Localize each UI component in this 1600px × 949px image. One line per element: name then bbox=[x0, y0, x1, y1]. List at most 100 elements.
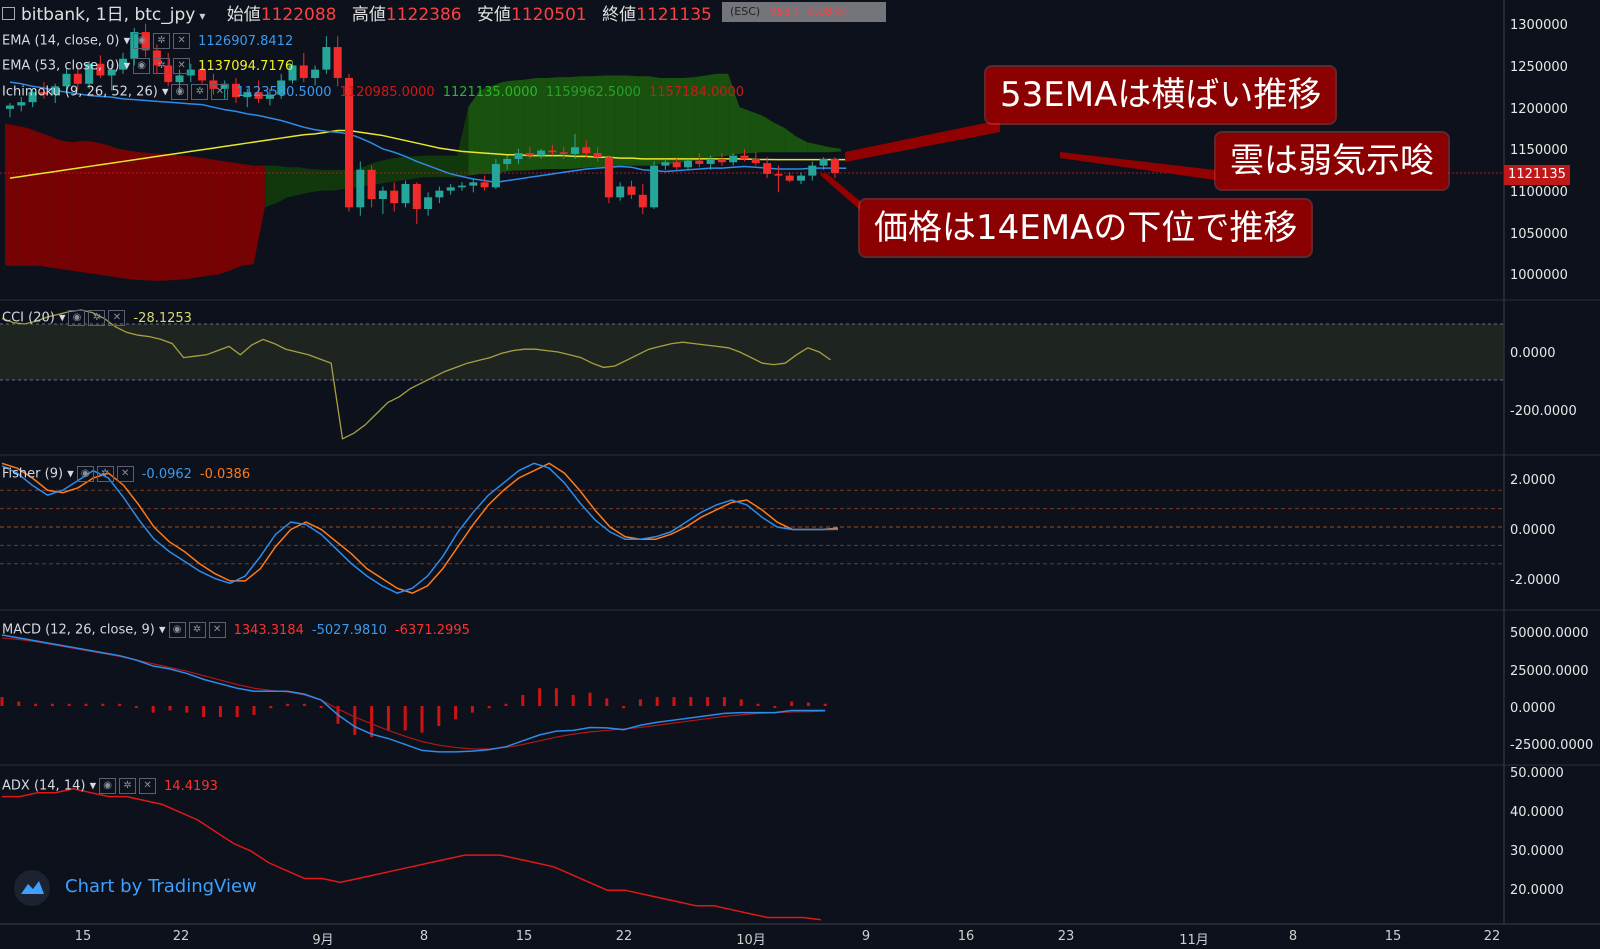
macd-histogram-bar bbox=[353, 706, 357, 735]
gear-icon[interactable]: ✲ bbox=[119, 778, 137, 794]
symbol-label[interactable]: bitbank, 1日, btc_jpy bbox=[21, 5, 196, 25]
gear-icon[interactable]: ✲ bbox=[188, 622, 206, 638]
candle-body bbox=[62, 73, 71, 87]
ichimoku-cloud-segment bbox=[603, 75, 616, 168]
close-icon[interactable]: ✕ bbox=[211, 84, 229, 100]
ichimoku-cloud-segment bbox=[818, 144, 830, 153]
ichimoku-cloud-segment bbox=[762, 115, 774, 153]
candle-body bbox=[446, 187, 455, 191]
chevron-down-icon[interactable]: ▾ bbox=[67, 466, 74, 482]
ichimoku-cloud-segment bbox=[513, 79, 525, 171]
eye-icon[interactable]: ◉ bbox=[76, 466, 94, 482]
candle-body bbox=[424, 197, 433, 210]
macd-histogram-bar bbox=[571, 694, 575, 706]
close-icon[interactable]: ✕ bbox=[108, 310, 126, 326]
date-axis-label: 23 bbox=[1057, 929, 1075, 944]
close-icon[interactable]: ✕ bbox=[173, 58, 191, 74]
ichimoku-cloud-segment bbox=[27, 128, 39, 266]
annotation-53ema[interactable]: 53EMAは横ばい推移 bbox=[986, 67, 1336, 123]
macd-histogram-bar bbox=[605, 698, 609, 706]
ichimoku-cloud-segment bbox=[106, 144, 118, 278]
chevron-down-icon[interactable]: ▾ bbox=[161, 84, 169, 100]
fisher-axis-label: -2.0000 bbox=[1510, 573, 1561, 588]
ichimoku-cloud-segment bbox=[332, 169, 344, 191]
macd-label: MACD (12, 26, close, 9) bbox=[2, 622, 155, 638]
candle-body bbox=[582, 147, 591, 154]
adx-axis-label: 50.0000 bbox=[1510, 766, 1564, 781]
chevron-down-icon[interactable]: ▾ bbox=[199, 9, 206, 23]
ichimoku-cloud-segment bbox=[750, 111, 763, 154]
close-icon[interactable]: ✕ bbox=[139, 778, 157, 794]
symbol-header[interactable]: bitbank, 1日, btc_jpy ▾ 始値1122088 高値112238… bbox=[2, 6, 712, 25]
candle-body bbox=[311, 69, 320, 78]
date-axis-label: 15 bbox=[74, 929, 92, 944]
cci-axis-label: -200.0000 bbox=[1510, 404, 1577, 419]
ema53-label: EMA (53, close, 0) bbox=[2, 58, 120, 74]
chevron-down-icon[interactable]: ▾ bbox=[159, 622, 166, 638]
esc-hint[interactable]: (ESC) 953 (−0.08%) bbox=[722, 2, 886, 22]
ichimoku-cloud-segment bbox=[264, 165, 277, 208]
ichimoku-cloud-segment bbox=[16, 125, 28, 266]
macd-histogram-bar bbox=[739, 699, 743, 706]
date-axis-label: 16 bbox=[957, 929, 975, 944]
eye-icon[interactable]: ◉ bbox=[68, 310, 86, 326]
price-axis-label: 1300000 bbox=[1510, 18, 1568, 33]
tradingview-logo-icon[interactable] bbox=[14, 870, 50, 906]
annotation-pointer bbox=[1060, 152, 1215, 180]
branding-text[interactable]: Chart by TradingView bbox=[65, 876, 257, 897]
eye-icon[interactable]: ◉ bbox=[168, 622, 186, 638]
candle-body bbox=[469, 182, 478, 186]
annotation-cloud[interactable]: 雲は弱気示唆 bbox=[1216, 133, 1448, 189]
legend-fisher[interactable]: Fisher (9) ▾ ◉ ✲ ✕ -0.0962 -0.0386 bbox=[2, 466, 250, 483]
macd-histogram-value: 1343.3184 bbox=[233, 622, 304, 638]
legend-ichimoku[interactable]: Ichimoku (9, 26, 52, 26) ▾ ◉ ✲ ✕ 1123580.500… bbox=[2, 84, 744, 101]
chevron-down-icon[interactable]: ▾ bbox=[89, 778, 97, 794]
cci-value: -28.1253 bbox=[133, 310, 192, 326]
gear-icon[interactable]: ✲ bbox=[153, 58, 171, 74]
close-icon[interactable]: ✕ bbox=[173, 33, 191, 49]
legend-macd[interactable]: MACD (12, 26, close, 9) ▾ ◉ ✲ ✕ 1343.3184 -50… bbox=[2, 622, 470, 639]
eye-icon[interactable]: ◉ bbox=[171, 84, 189, 100]
ichimoku-cloud-segment bbox=[671, 77, 683, 164]
date-axis-label: 22 bbox=[172, 929, 190, 944]
ichimoku-cloud-segment bbox=[118, 148, 130, 280]
high-label: 高値 bbox=[351, 5, 386, 25]
candle-body bbox=[514, 153, 523, 159]
macd-histogram-bar bbox=[286, 703, 290, 706]
chevron-down-icon[interactable]: ▾ bbox=[58, 310, 66, 326]
eye-icon[interactable]: ◉ bbox=[133, 33, 151, 49]
price-axis-label: 1150000 bbox=[1510, 143, 1568, 158]
legend-adx[interactable]: ADX (14, 14) ▾ ◉ ✲ ✕ 14.4193 bbox=[2, 778, 218, 795]
legend-ema14[interactable]: EMA (14, close, 0) ▾ ◉ ✲ ✕ 1126907.8412 bbox=[2, 33, 293, 50]
ichimoku-cloud-segment bbox=[377, 158, 390, 184]
ema53-value: 1137094.7176 bbox=[198, 58, 294, 74]
macd-histogram-bar bbox=[269, 706, 273, 709]
ichimoku-cloud-segment bbox=[807, 142, 819, 153]
ichimoku-cloud-segment bbox=[72, 140, 85, 273]
ichimoku-cloud-segment bbox=[411, 155, 424, 179]
close-icon[interactable]: ✕ bbox=[116, 466, 134, 482]
candle-body bbox=[322, 47, 331, 70]
chevron-down-icon[interactable]: ▾ bbox=[123, 33, 131, 49]
candle-body bbox=[819, 158, 828, 166]
collapse-icon[interactable] bbox=[2, 7, 15, 20]
chevron-down-icon[interactable]: ▾ bbox=[123, 58, 131, 74]
gear-icon[interactable]: ✲ bbox=[191, 84, 209, 100]
close-icon[interactable]: ✕ bbox=[208, 622, 226, 638]
macd-histogram-bar bbox=[84, 703, 88, 706]
eye-icon[interactable]: ◉ bbox=[99, 778, 117, 794]
macd-line-value: -5027.9810 bbox=[311, 622, 387, 638]
gear-icon[interactable]: ✲ bbox=[88, 310, 106, 326]
annotation-pointer bbox=[820, 172, 865, 210]
annotation-price[interactable]: 価格は14EMAの下位で推移 bbox=[860, 200, 1312, 256]
legend-ema53[interactable]: EMA (53, close, 0) ▾ ◉ ✲ ✕ 1137094.7176 bbox=[2, 58, 293, 75]
ichimoku-cloud-segment bbox=[626, 75, 638, 166]
candle-body bbox=[785, 175, 794, 181]
gear-icon[interactable]: ✲ bbox=[96, 466, 114, 482]
gear-icon[interactable]: ✲ bbox=[153, 33, 171, 49]
fisher-label: Fisher (9) bbox=[2, 466, 64, 482]
eye-icon[interactable]: ◉ bbox=[133, 58, 151, 74]
legend-cci[interactable]: CCI (20) ▾ ◉ ✲ ✕ -28.1253 bbox=[2, 310, 192, 327]
